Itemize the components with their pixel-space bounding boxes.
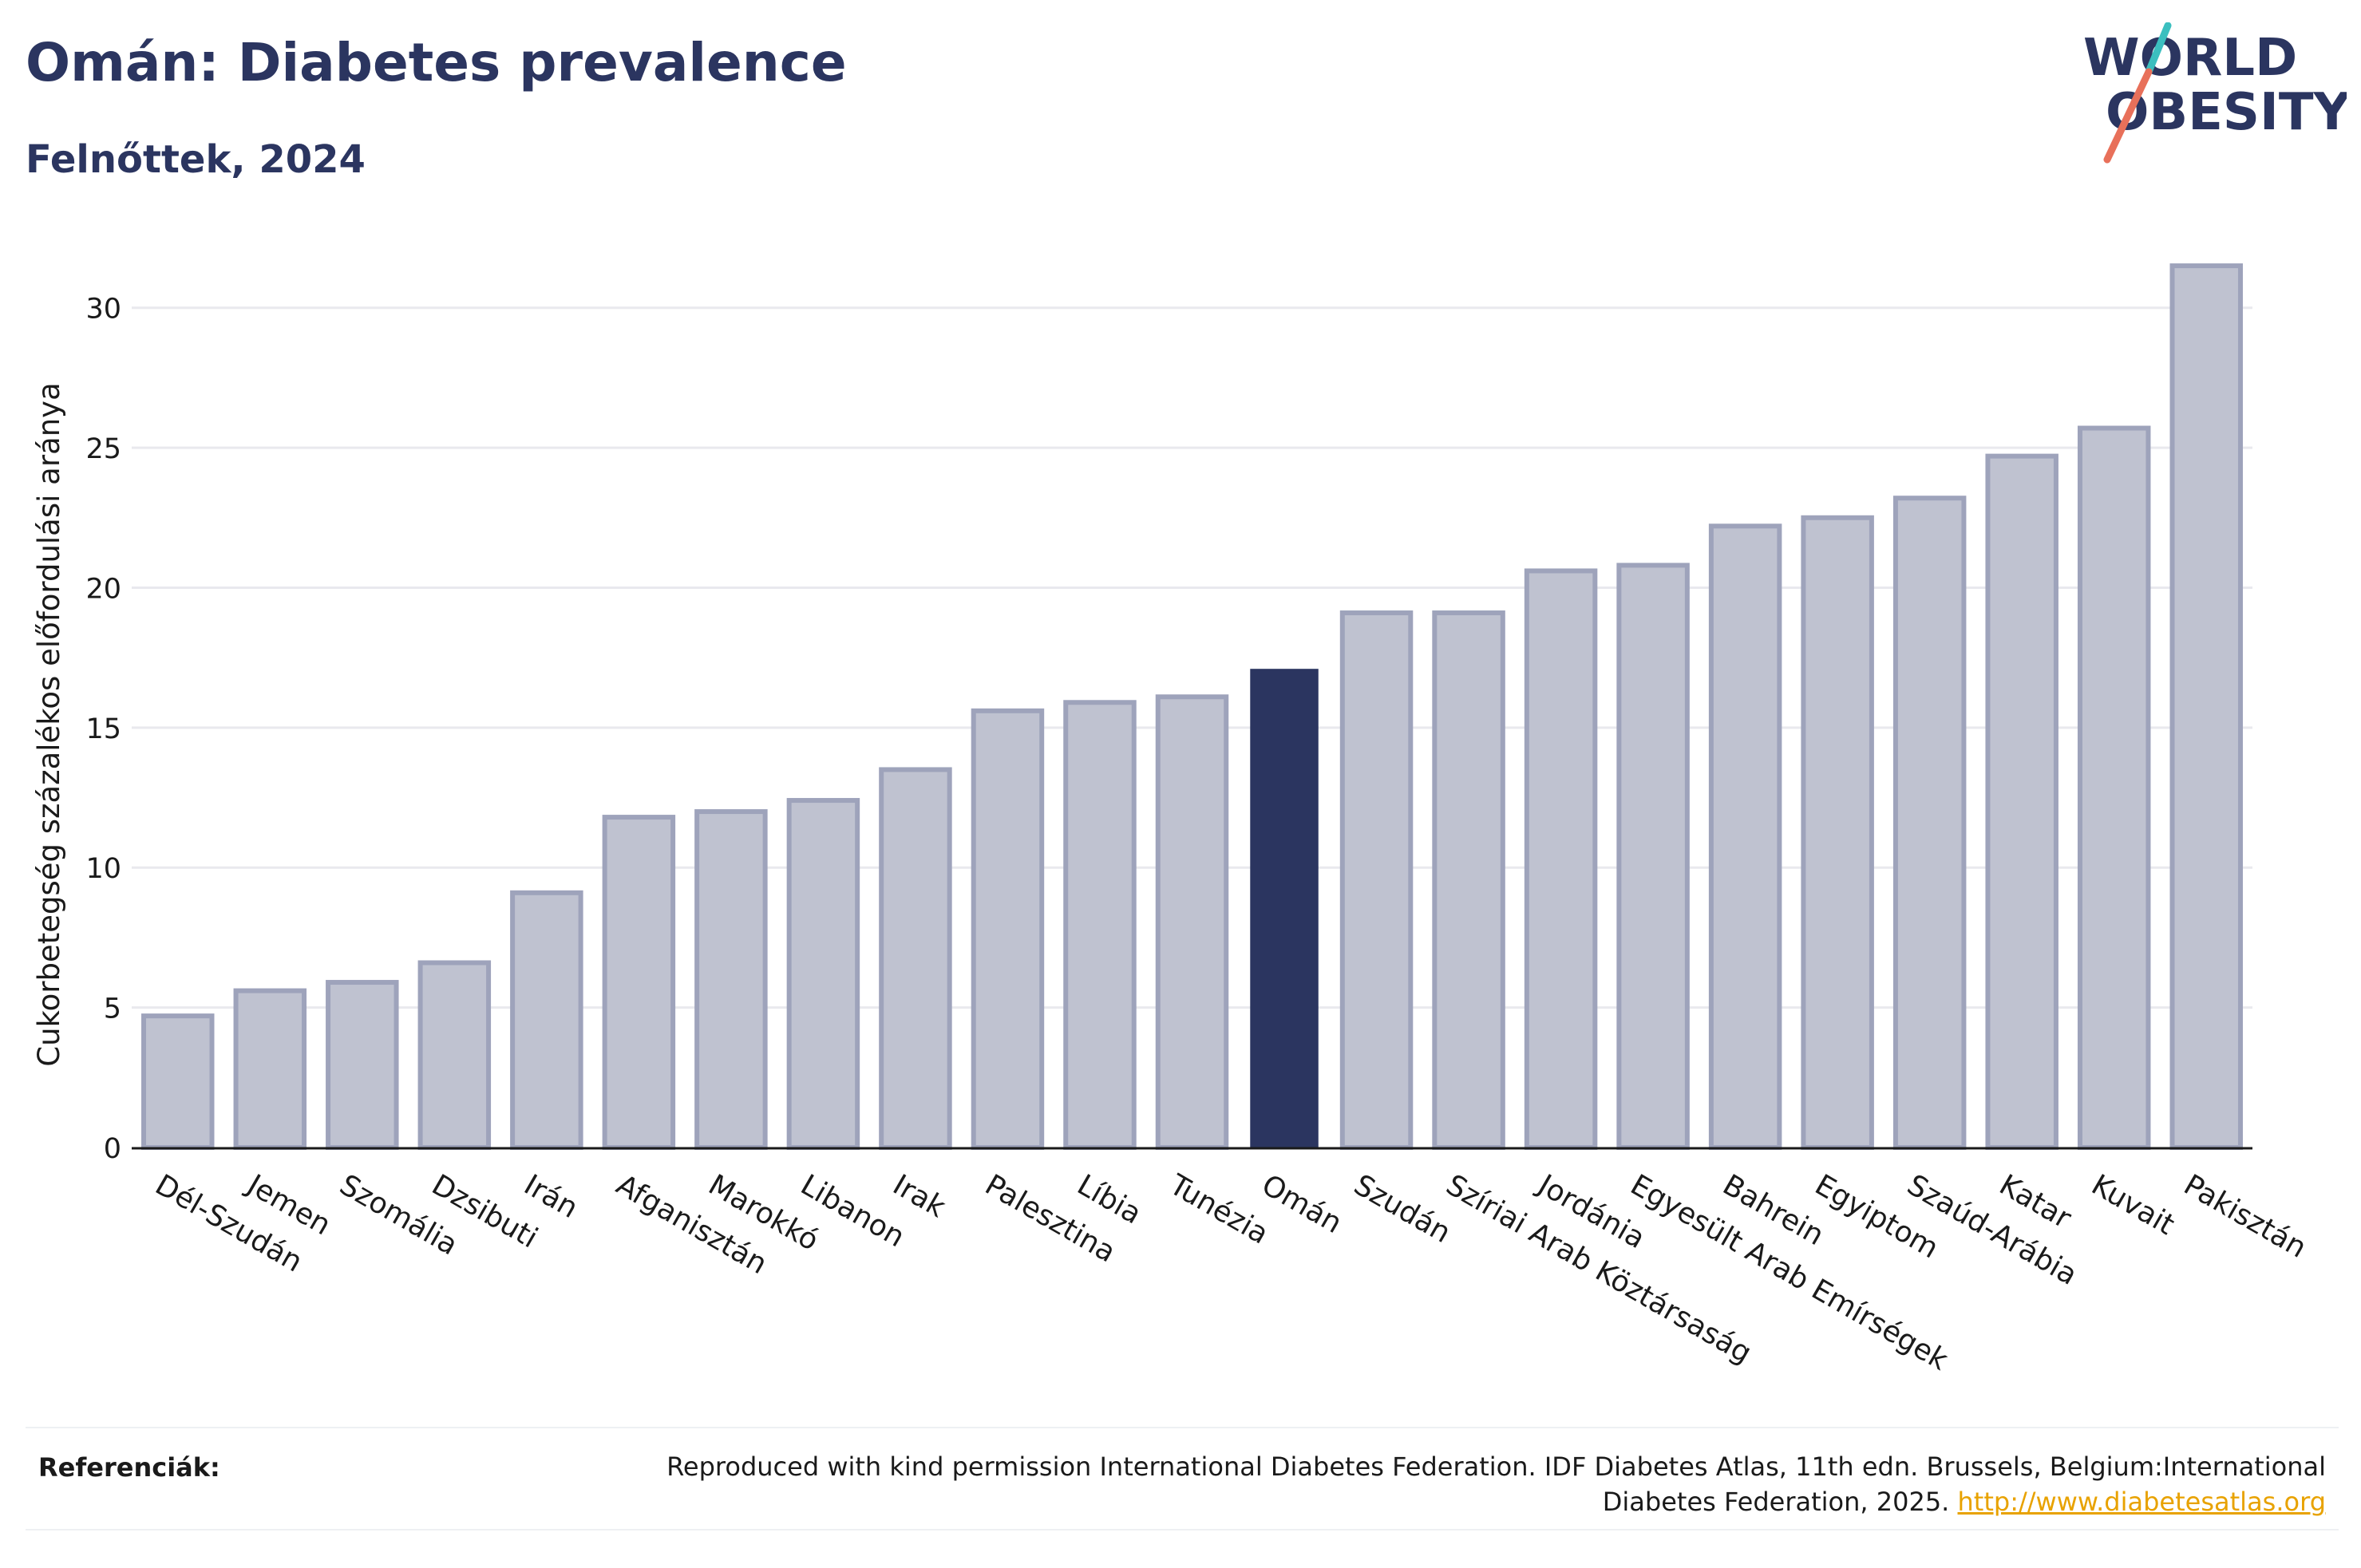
references-link[interactable]: http://www.diabetesatlas.org [1957, 1487, 2326, 1517]
logo-text-obesity: OBESITY [2106, 83, 2347, 142]
bar-chart: 0 5 10 15 20 25 30 Dél-SzudánJemenSzomáliaDzsi… [32, 263, 2312, 1377]
bar-4 [510, 890, 583, 1151]
bar-10 [1063, 700, 1137, 1150]
y-tick-label: 30 [85, 294, 121, 326]
bar-8 [879, 767, 952, 1150]
bar-15 [1524, 568, 1598, 1150]
x-tick-label: Pakisztán [2178, 1168, 2312, 1264]
x-tick-label: Tunézia [1163, 1168, 1274, 1251]
references-citation: Reproduced with kind permission Internat… [666, 1451, 2326, 1517]
references-footer: Referenciák: Reproduced with kind permis… [26, 1427, 2339, 1530]
bar-18 [1801, 515, 1874, 1150]
y-ticks: 0 5 10 15 20 25 30 [85, 294, 121, 1165]
chart-subtitle: Felnőttek, 2024 [26, 137, 366, 182]
x-tick-label: Irak [888, 1168, 951, 1224]
logo-slash-bottom [2103, 68, 2153, 164]
bar-22 [2169, 263, 2243, 1151]
bar-9 [971, 708, 1045, 1150]
logo-text-world: WORLD [2083, 29, 2297, 88]
references-label: Referenciák: [38, 1452, 220, 1483]
world-obesity-logo: WORLD OBESITY [2083, 22, 2347, 164]
y-tick-label: 25 [85, 433, 121, 465]
bar-20 [1985, 453, 2058, 1150]
bar-14 [1432, 610, 1505, 1150]
logo-slash-top [2145, 22, 2172, 76]
chart-title: Omán: Diabetes prevalence [26, 32, 847, 93]
bar-12 [1250, 669, 1319, 1147]
bar-5 [602, 815, 676, 1150]
y-tick-label: 20 [85, 573, 121, 605]
y-tick-label: 0 [104, 1133, 121, 1165]
y-tick-label: 15 [85, 713, 121, 745]
x-tick-label: Kuvait [2086, 1168, 2180, 1242]
bar-17 [1708, 523, 1782, 1150]
bar-2 [326, 980, 399, 1150]
bar-19 [1892, 496, 1967, 1150]
y-axis-label: Cukorbetegség százalékos előfordulási ar… [32, 382, 66, 1067]
references-text: Reproduced with kind permission Internat… [666, 1449, 2326, 1519]
bar-1 [233, 988, 307, 1150]
bars-layer [141, 263, 2243, 1151]
bar-11 [1155, 694, 1229, 1150]
bar-7 [786, 798, 860, 1150]
bar-0 [141, 1013, 215, 1150]
bar-6 [694, 809, 768, 1150]
x-tick-label: Irán [519, 1168, 583, 1225]
bar-21 [2077, 425, 2151, 1150]
bar-3 [417, 960, 492, 1150]
y-tick-label: 10 [85, 853, 121, 885]
bar-13 [1339, 610, 1414, 1150]
bar-16 [1616, 563, 1690, 1150]
y-tick-label: 5 [104, 993, 121, 1025]
x-tick-label: Szudán [1348, 1168, 1456, 1250]
